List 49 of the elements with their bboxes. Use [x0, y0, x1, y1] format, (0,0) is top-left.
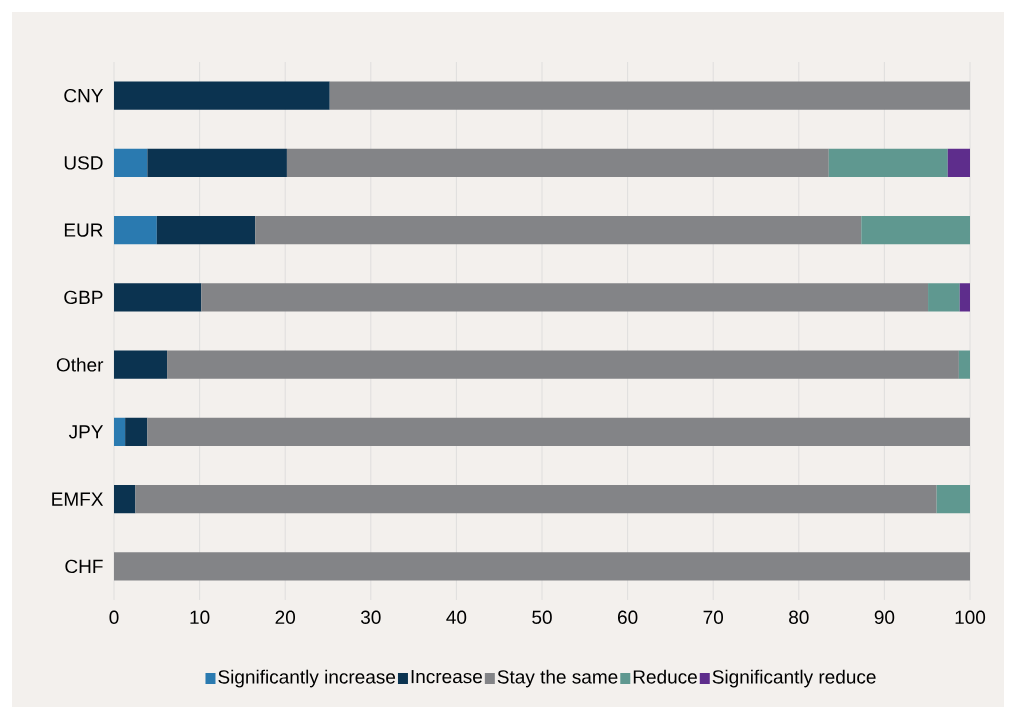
bar	[959, 283, 971, 312]
y-tick-label: CHF	[65, 559, 103, 574]
x-tick-label: 80	[789, 610, 809, 624]
bar	[114, 350, 168, 379]
bar	[114, 216, 157, 245]
legend-label: Significantly reduce	[712, 669, 876, 688]
bar	[286, 148, 829, 177]
x-tick-label: 50	[532, 610, 552, 624]
x-tick-label: 30	[360, 610, 381, 624]
bar	[928, 283, 960, 312]
bar	[255, 216, 862, 245]
bar	[125, 417, 148, 446]
bar	[114, 81, 330, 110]
x-tick-label: 70	[703, 610, 724, 624]
bar	[156, 216, 256, 245]
x-tick-label: 0	[109, 610, 119, 624]
bar	[114, 552, 971, 581]
bar	[114, 148, 148, 177]
y-tick-label: EMFX	[52, 492, 104, 506]
bar	[114, 485, 136, 514]
legend-label: Increase	[411, 670, 482, 684]
bar	[861, 216, 971, 245]
bar	[329, 81, 971, 110]
legend-label: Reduce	[633, 669, 697, 684]
x-tick-label: 60	[618, 610, 638, 624]
bar	[936, 485, 971, 514]
y-tick-label: CNY	[64, 88, 104, 103]
x-tick-label: 40	[446, 610, 467, 624]
bar	[114, 417, 126, 446]
x-tick-label: 100	[955, 610, 986, 624]
y-tick-label: EUR	[64, 223, 103, 237]
bar	[828, 148, 948, 177]
bar	[167, 350, 959, 379]
y-tick-label: USD	[64, 156, 103, 170]
legend-label: Significantly increase	[218, 669, 396, 688]
bar	[147, 417, 971, 446]
bar	[958, 350, 971, 379]
bar	[947, 148, 971, 177]
x-tick-label: 20	[275, 610, 296, 624]
y-tick-label: Other	[56, 357, 104, 372]
bar	[201, 283, 929, 312]
x-tick-label: 90	[874, 610, 895, 624]
bar	[135, 485, 937, 514]
y-tick-label: JPY	[68, 425, 104, 439]
bar	[147, 148, 287, 177]
x-tick-label: 10	[190, 610, 210, 624]
legend-label: Stay the same	[497, 669, 618, 688]
bar	[114, 283, 202, 312]
y-tick-label: GBP	[64, 290, 103, 305]
